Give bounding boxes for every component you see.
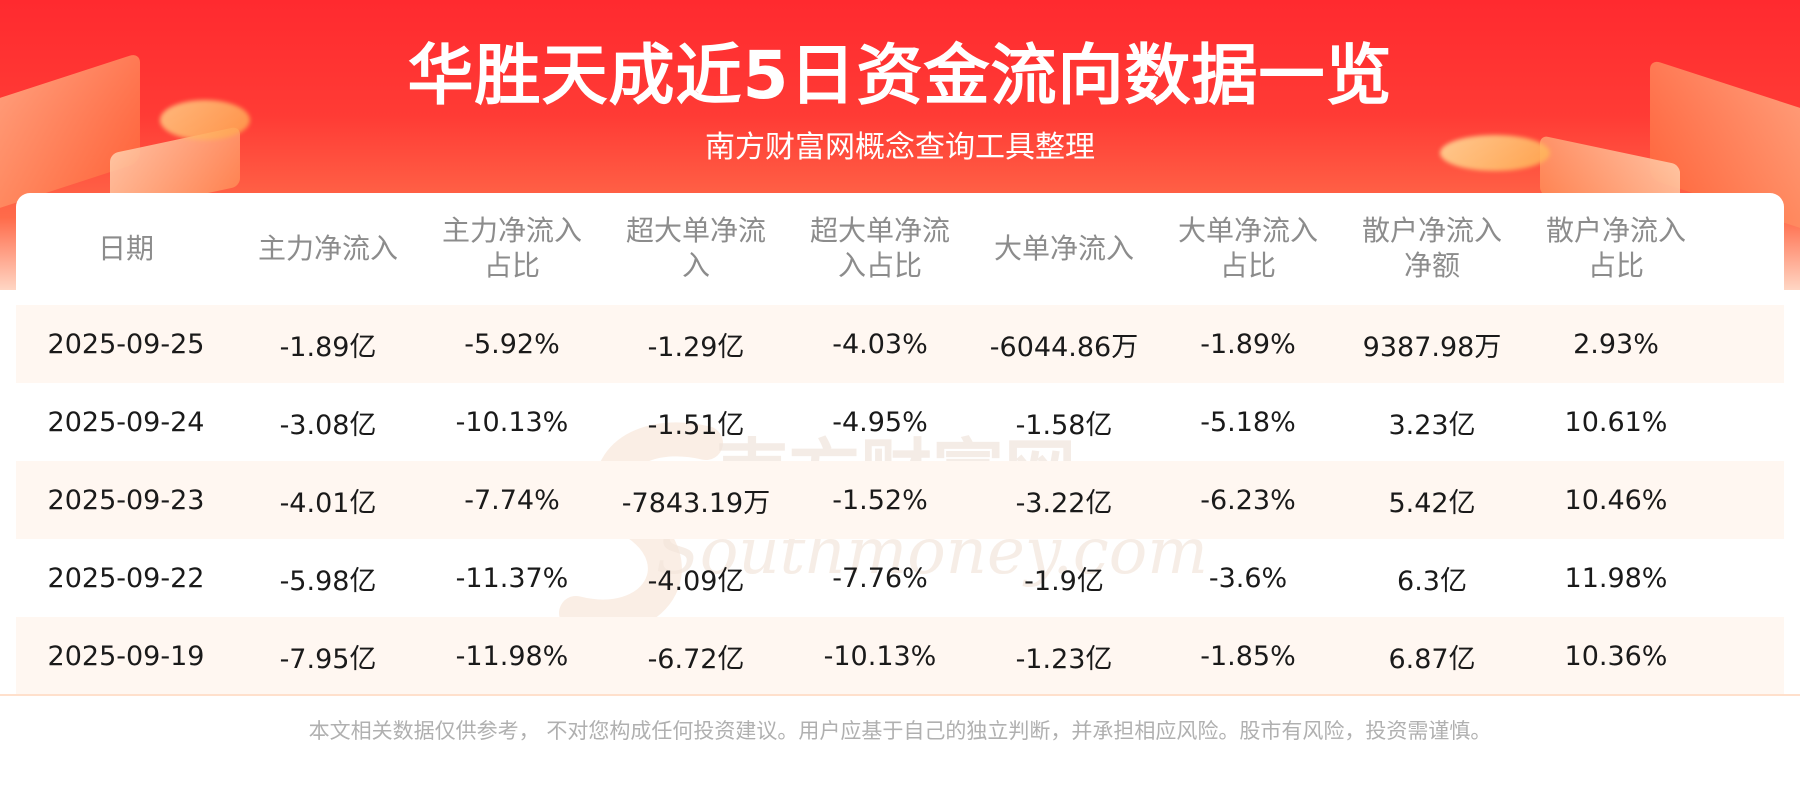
table-cell: 2.93% [1573, 328, 1659, 360]
disclaimer-text: 本文相关数据仅供参考， 不对您构成任何投资建议。用户应基于自己的独立判断，并承担… [308, 719, 1492, 743]
table-row: 2025-09-22 -5.98亿 -11.37% -4.09亿 -7.76% -1.9亿… [16, 539, 1784, 617]
data-table-card: 南方财富网 Southmoney.com 日期主力净流入主力净流入占比超大单净流… [16, 193, 1784, 713]
table-cell: 2025-09-24 [47, 406, 205, 438]
footer-divider [0, 694, 1800, 696]
table-cell: -11.37% [455, 562, 569, 594]
table-cell: -4.01亿 [279, 487, 377, 519]
table-row: 2025-09-23 -4.01亿 -7.74% -7843.19万 -1.52% -3.… [16, 461, 1784, 539]
table-cell: -3.08亿 [279, 409, 377, 441]
table-cell: -4.09亿 [647, 565, 745, 597]
table-cell: 5.42亿 [1388, 487, 1476, 519]
table-cell: -1.9亿 [1024, 565, 1104, 597]
table-cell: 2025-09-23 [47, 484, 205, 516]
page-subtitle: 南方财富网概念查询工具整理 [705, 130, 1095, 165]
table-cell: 10.46% [1564, 484, 1668, 516]
table-header: 日期 主力净流入 主力净流入 占比 超大单净流入超大单净流 入占比 大单净流入 大单净流入 占比… [16, 193, 1784, 303]
table-cell: 6.3亿 [1397, 565, 1467, 597]
table-cell: -10.13% [823, 640, 937, 672]
table-cell: -1.51亿 [647, 409, 745, 441]
table-cell: -5.18% [1200, 406, 1296, 438]
table-cell: -1.89% [1200, 328, 1296, 360]
table-cell: -6.23% [1200, 484, 1296, 516]
table-cell: -1.85% [1200, 640, 1296, 672]
table-cell: -1.29亿 [647, 331, 745, 363]
table-cell: -5.98亿 [279, 565, 377, 597]
table-cell: 2025-09-19 [47, 640, 205, 672]
table-cell: -4.03% [832, 328, 928, 360]
table-cell: -1.23亿 [1015, 643, 1113, 675]
table-cell: -3.6% [1208, 562, 1288, 594]
table-body: 2025-09-25 -1.89亿 -5.92% -1.29亿 -4.03% -6044.… [16, 305, 1784, 695]
table-cell: 11.98% [1564, 562, 1668, 594]
table-cell: 10.61% [1564, 406, 1668, 438]
table-cell: 6.87亿 [1388, 643, 1476, 675]
table-row: 2025-09-25 -1.89亿 -5.92% -1.29亿 -4.03% -6044.… [16, 305, 1784, 383]
table-cell: -7.76% [832, 562, 928, 594]
page-title: 华胜天成近5日资金流向数据一览 [407, 37, 1393, 114]
table-cell: -4.95% [832, 406, 928, 438]
table-row: 2025-09-24 -3.08亿 -10.13% -1.51亿 -4.95% -1.58… [16, 383, 1784, 461]
table-cell: -6.72亿 [647, 643, 745, 675]
table-cell: -11.98% [455, 640, 569, 672]
table-row: 2025-09-19 -7.95亿 -11.98% -6.72亿 -10.13% -1.2… [16, 617, 1784, 695]
table-cell: 10.36% [1564, 640, 1668, 672]
column-header: 超大单净流入 [625, 214, 766, 282]
column-header: 大单净流入 [993, 231, 1134, 265]
column-header: 日期 [97, 231, 154, 265]
table-cell: -10.13% [455, 406, 569, 438]
table-cell: -5.92% [464, 328, 560, 360]
column-header: 散户净流入 占比 [1545, 214, 1686, 282]
column-header: 主力净流入 [257, 231, 398, 265]
table-cell: 3.23亿 [1388, 409, 1476, 441]
table-cell: -7.74% [464, 484, 560, 516]
decorative-shape [160, 100, 250, 140]
table-cell: -1.89亿 [279, 331, 377, 363]
table-cell: 2025-09-25 [47, 328, 205, 360]
table-cell: -7.95亿 [279, 643, 377, 675]
table-cell: -3.22亿 [1015, 487, 1113, 519]
table-cell: -1.52% [832, 484, 928, 516]
column-header: 大单净流入 占比 [1177, 214, 1318, 282]
column-header: 主力净流入 占比 [441, 214, 582, 282]
table-cell: -1.58亿 [1015, 409, 1113, 441]
table-cell: 9387.98万 [1362, 331, 1502, 363]
table-cell: 2025-09-22 [47, 562, 205, 594]
column-header: 散户净流入 净额 [1361, 214, 1502, 282]
decorative-shape [1440, 135, 1550, 171]
column-header: 超大单净流 入占比 [809, 214, 950, 282]
table-cell: -6044.86万 [989, 331, 1139, 363]
table-cell: -7843.19万 [621, 487, 771, 519]
